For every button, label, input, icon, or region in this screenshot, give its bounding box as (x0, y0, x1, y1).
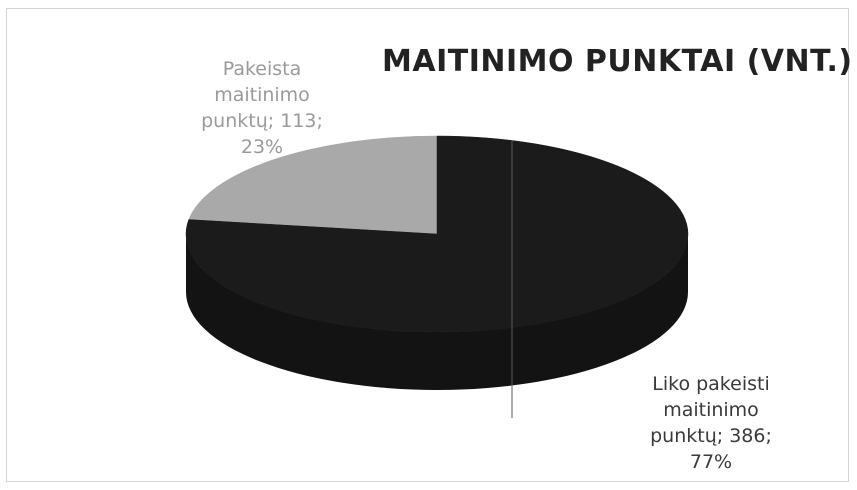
pie-slice-1 (185, 135, 689, 333)
slice-label-line: Liko pakeisti (652, 373, 770, 395)
pie-slice-side-1 (186, 234, 688, 390)
slice-label-line: 77% (689, 451, 733, 473)
slice-label-line: punktų; 386; (650, 425, 772, 447)
pie-slice-0 (188, 135, 438, 235)
slice-label-line: maitinimo (663, 399, 759, 421)
slice-label-pakeista: Pakeista maitinimo punktų; 113; 23% (196, 56, 328, 160)
slice-label-line: maitinimo (214, 84, 310, 106)
slice-label-liko: Liko pakeisti maitinimo punktų; 386; 77% (626, 371, 796, 475)
chart-title: MAITINIMO PUNKTAI (VNT.) (382, 44, 853, 79)
slice-label-line: punktų; 113; (201, 110, 323, 132)
slice-label-line: 23% (240, 136, 284, 158)
slice-label-line: Pakeista (222, 58, 302, 80)
